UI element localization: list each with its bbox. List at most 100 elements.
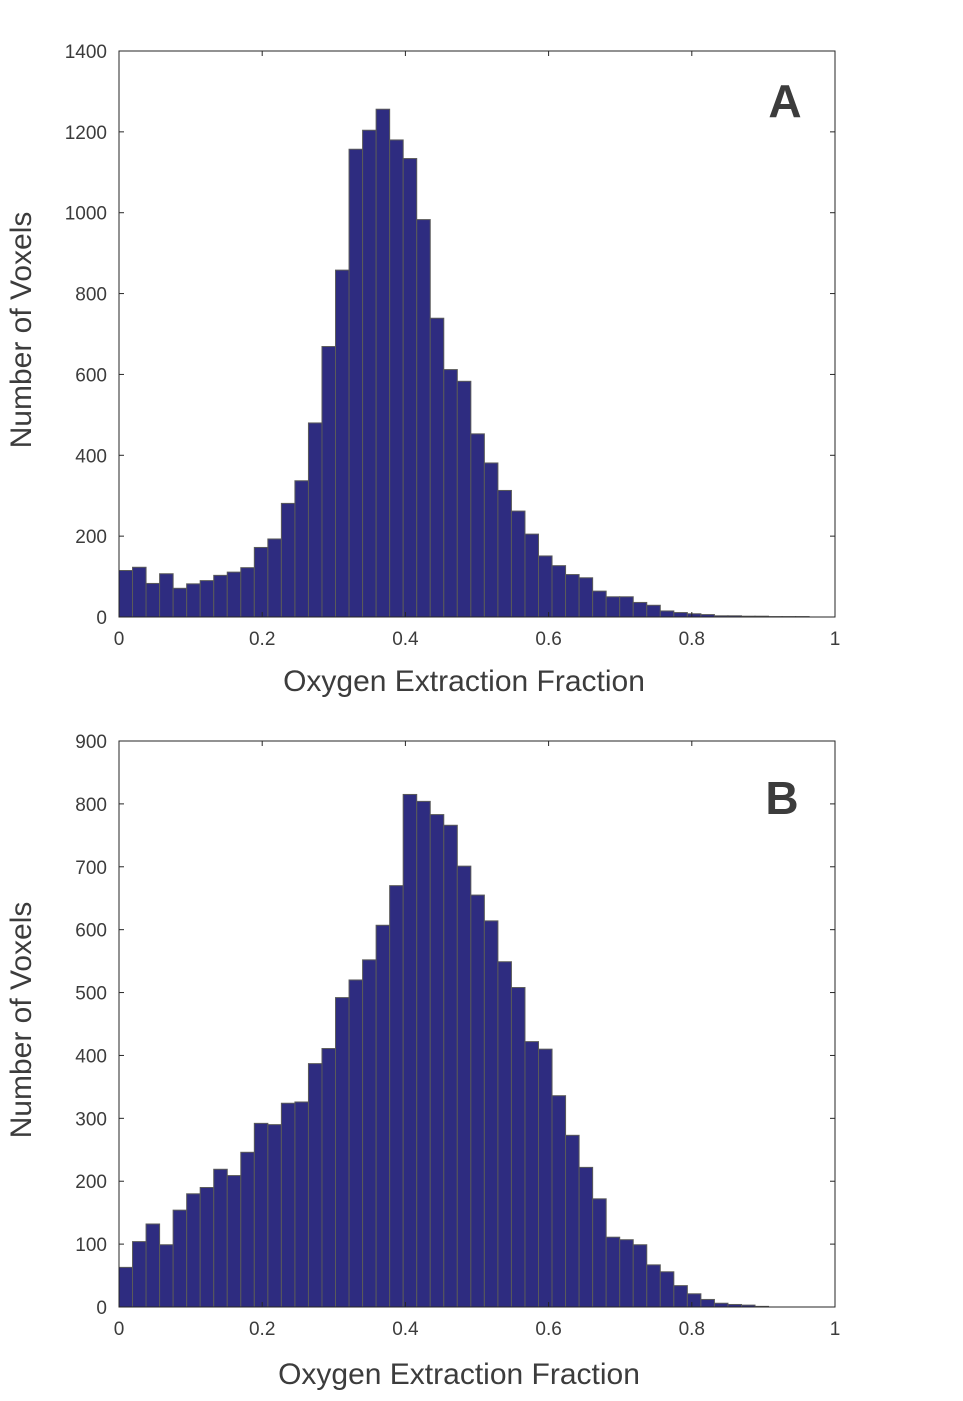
panel-a-x-tick-label: 0.6 (535, 629, 561, 650)
panel-a-bar (565, 574, 580, 618)
panel-a-x-tick-label: 0 (114, 629, 125, 650)
panel-a-bar (673, 612, 688, 618)
panel-a-x-tick-label: 0.4 (392, 629, 419, 650)
panel-b-x-axis-label: Oxygen Extraction Fraction (278, 1358, 640, 1391)
panel-b-bar (673, 1285, 688, 1308)
panel-b-bar (132, 1241, 147, 1308)
panel-a-bar (619, 596, 634, 618)
panel-b-bar (280, 1102, 296, 1308)
panel-b-bar (619, 1239, 634, 1308)
panel-a-bar (483, 462, 499, 618)
panel-a-y-tick-label: 1400 (65, 42, 107, 63)
panel-a-bar (240, 567, 255, 618)
panel-a-bar (213, 574, 228, 618)
panel-b-bar (307, 1063, 323, 1308)
panel-a-bar (145, 582, 161, 618)
panel-a-axes: 0 0.2 0.4 0.6 0.8 1 0 200 400 600 800 1000 1200 1400 (65, 42, 841, 650)
panel-b-bar (659, 1271, 675, 1308)
panel-b-y-tick-label: 400 (75, 1046, 107, 1067)
panel-a-x-tick-label: 0.2 (249, 629, 275, 650)
panel-a-bar (402, 158, 418, 618)
panel-a-plot-frame (118, 50, 836, 618)
panel-a-y-axis-label: Number of Voxels (5, 212, 38, 449)
panel-a-bar (186, 583, 201, 618)
panel-b-y-tick-label: 900 (75, 732, 107, 753)
panel-b-y-tick-label: 100 (75, 1235, 107, 1256)
panel-b-x-tick-label: 0.8 (679, 1319, 705, 1340)
panel-b-bar (186, 1193, 201, 1308)
panel-a-y-tick-label: 600 (75, 365, 107, 386)
panel-b-axes: 0 0.2 0.4 0.6 0.8 1 0 100 200 300 400 500 600 700 800 9… (75, 732, 840, 1340)
panel-a-bar (416, 219, 431, 618)
panel-b-bar (632, 1244, 648, 1308)
panel-b-y-tick-label: 0 (96, 1298, 107, 1319)
panel-b-bar (538, 1048, 553, 1308)
panel-a-y-tick-label: 0 (96, 608, 107, 629)
panel-a-bars (118, 108, 810, 618)
panel-b-bars (118, 793, 770, 1308)
panel-b-bar (145, 1223, 161, 1308)
panel-b-bar (470, 894, 485, 1308)
panel-a-bar (578, 577, 594, 618)
panel-b-bar (551, 1095, 567, 1308)
panel-a-bar (226, 571, 242, 618)
panel-a-x-axis-label: Oxygen Extraction Fraction (283, 665, 645, 698)
panel-a-bar (199, 580, 215, 618)
panel-a-bar (118, 570, 134, 618)
panel-b-bar (713, 1302, 729, 1308)
panel-b-bar (565, 1134, 580, 1308)
panel-a-bar (348, 148, 364, 618)
panel-b-x-tick-label: 1 (830, 1319, 841, 1340)
panel-b-y-tick-label: 200 (75, 1172, 107, 1193)
panel-b-bar (199, 1187, 215, 1308)
panel-a-bar (510, 510, 526, 618)
panel-a-y-tick-label: 1200 (65, 123, 107, 144)
panel-b-x-tick-label: 0.2 (249, 1319, 275, 1340)
panel-a-bar (335, 269, 350, 618)
panel-a-bar (280, 502, 296, 618)
panel-b-bar (118, 1266, 134, 1308)
panel-b-x-tick-label: 0 (114, 1319, 125, 1340)
panel-a-bar (605, 596, 621, 618)
panel-b-letter: B (765, 772, 798, 824)
panel-b-bar (578, 1166, 594, 1308)
panel-b-bar (240, 1151, 255, 1308)
panel-b-bar (389, 885, 404, 1308)
panel-b-bar (686, 1293, 702, 1308)
panel-a-bar (632, 601, 648, 618)
panel-a-bar (470, 433, 485, 618)
panel-a-y-tick-label: 200 (75, 527, 107, 548)
panel-b-x-tick-label: 0.4 (392, 1319, 419, 1340)
panel-b-bar (348, 979, 364, 1308)
panel-a-bar (159, 573, 174, 618)
panel-a-chart: 0 0.2 0.4 0.6 0.8 10200400600800100012001400 … (5, 42, 840, 698)
panel-b-bar (213, 1168, 228, 1308)
panel-a-bar (538, 555, 553, 618)
panel-b-y-tick-label: 700 (75, 858, 107, 879)
panel-b-plot-frame (118, 740, 836, 1308)
panel-b-bar (172, 1209, 188, 1308)
panel-b-bar (362, 959, 377, 1308)
panel-a-x-tick-label: 0.8 (679, 629, 705, 650)
panel-b-bar (321, 1048, 337, 1308)
panel-a-bar (172, 587, 188, 618)
panel-a-bar (307, 422, 323, 618)
panel-b-bar (646, 1264, 661, 1308)
panel-a-y-tick-label: 400 (75, 446, 107, 467)
panel-a-bar (524, 533, 540, 618)
panel-b-bar (402, 793, 418, 1308)
panel-b-bar (524, 1041, 540, 1308)
panel-a-bar (375, 108, 391, 618)
panel-b-bar (159, 1244, 174, 1308)
panel-b-bar (700, 1298, 715, 1308)
panel-b-y-tick-label: 300 (75, 1109, 107, 1130)
panel-a-x-tick-label: 1 (830, 629, 841, 650)
panel-b-bar (592, 1198, 607, 1308)
panel-b-bar (483, 920, 499, 1308)
panel-b-bar (429, 814, 445, 1308)
panel-b-x-tick-label: 0.6 (535, 1319, 561, 1340)
panel-b-y-tick-label: 500 (75, 984, 107, 1005)
panel-a-bar (253, 546, 269, 618)
panel-b-y-tick-label: 600 (75, 921, 107, 942)
